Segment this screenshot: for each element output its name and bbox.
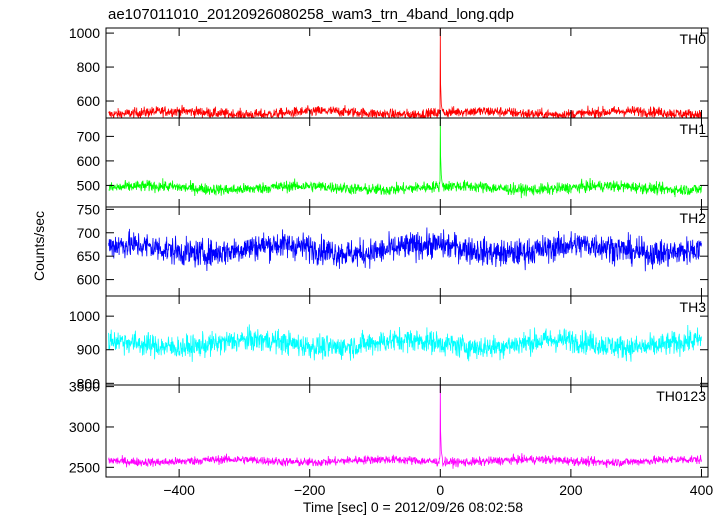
panel-label: TH2	[680, 210, 707, 226]
x-tick-label: 400	[690, 482, 714, 498]
y-tick-label: 3000	[69, 419, 100, 435]
panels-group: 600 800 1000 TH0 500 600 700 TH1 600 650 700 750 TH2…	[69, 25, 714, 498]
series-line-th2	[108, 227, 702, 272]
panel-th1: 500 600 700 TH1	[77, 117, 709, 208]
panel-label: TH0123	[656, 388, 706, 404]
y-tick-label: 1000	[69, 308, 100, 324]
y-tick-label: 1000	[69, 25, 100, 41]
panel-label: TH3	[680, 299, 707, 315]
series-line-th1	[108, 119, 702, 199]
panel-th0: 600 800 1000 TH0	[69, 25, 709, 119]
panel-th0123: 2500 3000 3500 TH0123	[69, 379, 709, 478]
panel-th3: 800 900 1000 TH3	[69, 295, 709, 391]
series-line-th3	[108, 324, 702, 362]
series-line-th0	[108, 28, 702, 118]
y-tick-label: 2500	[69, 459, 100, 475]
x-tick-label: −200	[294, 482, 326, 498]
series-line-th0123	[108, 385, 702, 469]
y-tick-label: 600	[77, 153, 101, 169]
x-tick-label: 200	[559, 482, 583, 498]
panel-label: TH1	[680, 121, 707, 137]
y-tick-label: 600	[77, 272, 101, 288]
panel-frame	[105, 384, 709, 478]
y-tick-label: 500	[77, 177, 101, 193]
panel-frame	[105, 117, 709, 208]
x-tick-label: 0	[436, 482, 444, 498]
y-tick-label: 800	[77, 375, 101, 391]
panel-label: TH0	[680, 31, 707, 47]
chart-title: ae107011010_20120926080258_wam3_trn_4ban…	[108, 6, 514, 23]
y-tick-label: 700	[77, 225, 101, 241]
panel-frame	[105, 27, 709, 119]
panel-th2: 600 650 700 750 TH2	[77, 201, 709, 297]
y-axis-label: Counts/sec	[31, 211, 47, 281]
x-axis-label: Time [sec] 0 = 2012/09/26 08:02:58	[303, 499, 523, 515]
y-tick-label: 900	[77, 342, 101, 358]
y-tick-label: 750	[77, 201, 101, 217]
y-tick-label: 700	[77, 128, 101, 144]
x-tick-label: −400	[163, 482, 195, 498]
y-tick-label: 3500	[69, 379, 100, 395]
y-tick-label: 650	[77, 248, 101, 264]
y-tick-label: 600	[77, 93, 101, 109]
y-tick-label: 800	[77, 59, 101, 75]
